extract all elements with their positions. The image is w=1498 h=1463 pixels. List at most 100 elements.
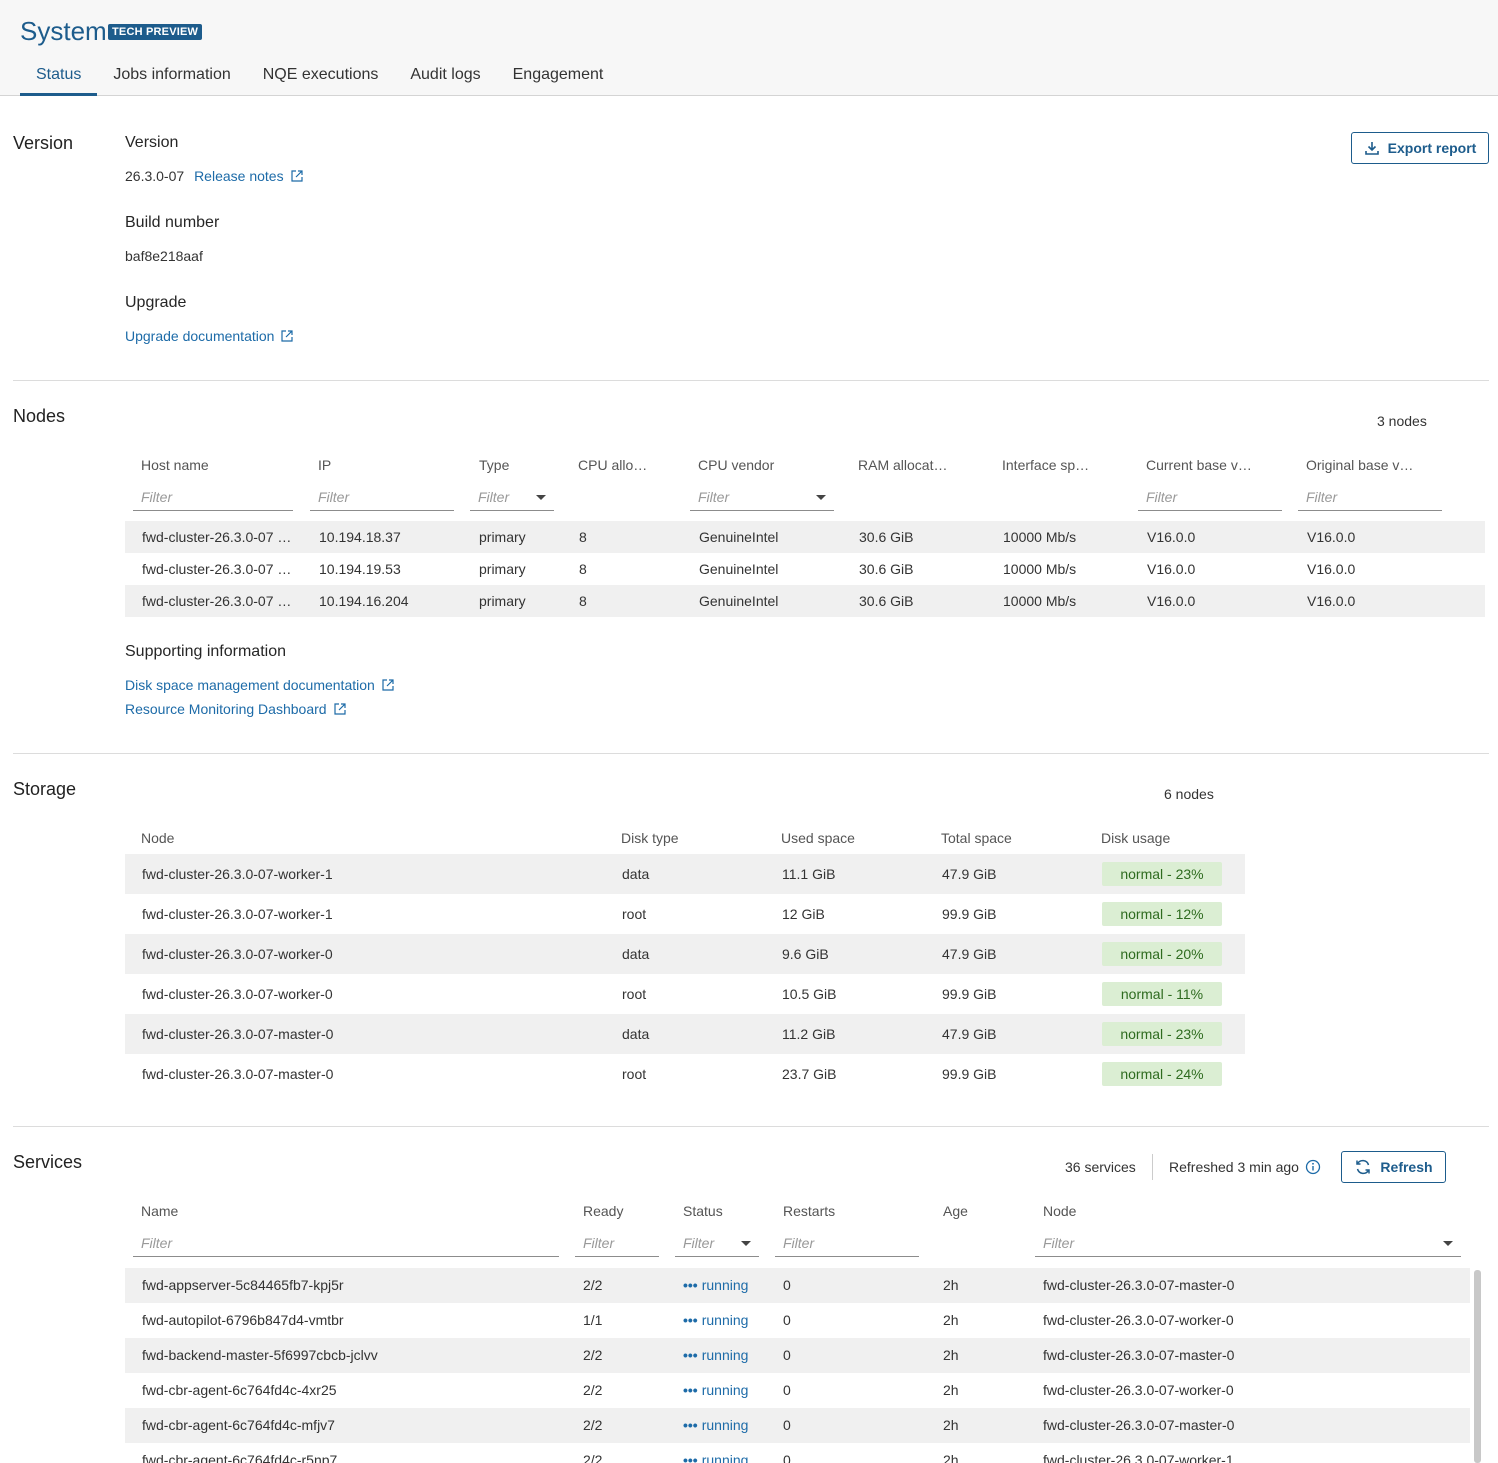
resource-monitoring-dashboard-link[interactable]: Resource Monitoring Dashboard bbox=[125, 701, 346, 717]
tab-engagement[interactable]: Engagement bbox=[512, 66, 604, 83]
status-text: running bbox=[701, 1347, 749, 1363]
cell-disk-type: data bbox=[622, 1026, 650, 1042]
release-notes-link[interactable]: Release notes bbox=[194, 168, 303, 184]
storage-section-title: Storage bbox=[13, 779, 77, 799]
disk-usage-badge: normal - 12% bbox=[1102, 902, 1222, 926]
type-filter-select[interactable]: Filter bbox=[470, 485, 554, 511]
table-row[interactable]: fwd-cluster-26.3.0-07 … 10.194.16.204 prim… bbox=[125, 585, 1485, 617]
version-value: 26.3.0-07 bbox=[125, 168, 185, 184]
tab-jobs-information[interactable]: Jobs information bbox=[113, 66, 231, 83]
column-header-original-base-version: Original base v… bbox=[1306, 457, 1414, 473]
cell-cpu-allocation: 8 bbox=[579, 593, 587, 609]
external-link-icon bbox=[382, 679, 394, 691]
running-dots-icon: ••• bbox=[683, 1312, 698, 1328]
table-row[interactable]: fwd-cluster-26.3.0-07-master-0 root 23.7 G… bbox=[125, 1054, 1245, 1094]
resource-monitoring-dashboard-label: Resource Monitoring Dashboard bbox=[125, 701, 327, 717]
export-report-button[interactable]: Export report bbox=[1351, 132, 1489, 164]
upgrade-documentation-link[interactable]: Upgrade documentation bbox=[125, 328, 294, 344]
table-row[interactable]: fwd-cluster-26.3.0-07 … 10.194.19.53 prima… bbox=[125, 553, 1485, 585]
cell-cpu-allocation: 8 bbox=[579, 561, 587, 577]
cell-used-space: 9.6 GiB bbox=[782, 946, 829, 962]
table-row[interactable]: fwd-cbr-agent-6c764fd4c-4xr25 2/2 ••• runni… bbox=[125, 1373, 1470, 1408]
table-row[interactable]: fwd-cluster-26.3.0-07-worker-0 data 9.6 Gi… bbox=[125, 934, 1245, 974]
build-number-label: Build number bbox=[125, 214, 220, 231]
table-row[interactable]: fwd-backend-master-5f6997cbcb-jclvv 2/2 ••… bbox=[125, 1338, 1470, 1373]
tech-preview-badge: TECH PREVIEW bbox=[108, 24, 203, 40]
services-scrollbar[interactable] bbox=[1474, 1270, 1481, 1463]
column-header-total-space: Total space bbox=[941, 830, 1012, 846]
toolbar-divider bbox=[1152, 1154, 1153, 1180]
tab-audit-logs[interactable]: Audit logs bbox=[410, 66, 481, 83]
cell-ip: 10.194.16.204 bbox=[319, 593, 409, 609]
ip-filter[interactable]: Filter bbox=[310, 485, 454, 511]
status-filter-select[interactable]: Filter bbox=[675, 1231, 759, 1257]
node-filter-select[interactable]: Filter bbox=[1035, 1231, 1461, 1257]
cpu-vendor-filter-placeholder: Filter bbox=[698, 489, 730, 505]
cell-disk-type: root bbox=[622, 1066, 647, 1082]
cell-interface-speed: 10000 Mb/s bbox=[1003, 593, 1077, 609]
running-dots-icon: ••• bbox=[683, 1277, 698, 1293]
cell-name: fwd-cbr-agent-6c764fd4c-4xr25 bbox=[142, 1382, 337, 1398]
info-icon[interactable] bbox=[1305, 1159, 1321, 1175]
cell-node: fwd-cluster-26.3.0-07-master-0 bbox=[1043, 1417, 1235, 1433]
section-divider bbox=[13, 753, 1489, 754]
external-link-icon bbox=[290, 170, 303, 182]
cell-node: fwd-cluster-26.3.0-07-master-0 bbox=[1043, 1347, 1235, 1363]
tab-status[interactable]: Status bbox=[20, 58, 98, 96]
monitor-link-line: Resource Monitoring Dashboard bbox=[125, 701, 346, 717]
cell-age: 2h bbox=[943, 1452, 959, 1463]
chevron-down-icon bbox=[741, 1241, 751, 1246]
page-header: System TECH PREVIEW Status Jobs informat… bbox=[0, 0, 1498, 96]
table-row[interactable]: fwd-cluster-26.3.0-07-master-0 data 11.2 G… bbox=[125, 1014, 1245, 1054]
column-header-ready: Ready bbox=[583, 1203, 624, 1219]
table-row[interactable]: fwd-appserver-5c84465fb7-kpj5r 2/2 ••• runn… bbox=[125, 1268, 1470, 1303]
cell-host-name: fwd-cluster-26.3.0-07 … bbox=[142, 593, 292, 609]
cell-node: fwd-cluster-26.3.0-07-master-0 bbox=[142, 1066, 334, 1082]
refresh-button[interactable]: Refresh bbox=[1341, 1151, 1446, 1183]
status-text: running bbox=[701, 1382, 749, 1398]
upgrade-documentation-label: Upgrade documentation bbox=[125, 328, 275, 344]
cell-total-space: 99.9 GiB bbox=[942, 986, 997, 1002]
table-row[interactable]: fwd-cluster-26.3.0-07 … 10.194.18.37 prima… bbox=[125, 521, 1485, 553]
column-header-cpu-vendor: CPU vendor bbox=[698, 457, 775, 473]
cell-node: fwd-cluster-26.3.0-07-worker-0 bbox=[1043, 1312, 1234, 1328]
cell-ram-allocation: 30.6 GiB bbox=[859, 561, 914, 577]
cell-cpu-allocation: 8 bbox=[579, 529, 587, 545]
external-link-icon bbox=[281, 330, 294, 342]
column-header-type: Type bbox=[479, 457, 510, 473]
disk-usage-badge: normal - 11% bbox=[1102, 982, 1222, 1006]
section-divider bbox=[13, 380, 1489, 381]
chevron-down-icon bbox=[816, 495, 826, 500]
cell-total-space: 47.9 GiB bbox=[942, 1026, 997, 1042]
restarts-filter[interactable]: Filter bbox=[775, 1231, 919, 1257]
cell-status: ••• running bbox=[683, 1312, 748, 1328]
name-filter[interactable]: Filter bbox=[133, 1231, 559, 1257]
table-row[interactable]: fwd-cbr-agent-6c764fd4c-mfjv7 2/2 ••• runni… bbox=[125, 1408, 1470, 1443]
cell-name: fwd-cbr-agent-6c764fd4c-r5np7 bbox=[142, 1452, 338, 1463]
cell-age: 2h bbox=[943, 1312, 959, 1328]
cell-ready: 2/2 bbox=[583, 1347, 603, 1363]
table-row[interactable]: fwd-cluster-26.3.0-07-worker-1 root 12 GiB… bbox=[125, 894, 1245, 934]
cell-node: fwd-cluster-26.3.0-07-master-0 bbox=[1043, 1277, 1235, 1293]
cpu-vendor-filter-select[interactable]: Filter bbox=[690, 485, 834, 511]
tab-nqe-executions[interactable]: NQE executions bbox=[262, 66, 379, 83]
table-row[interactable]: fwd-cbr-agent-6c764fd4c-r5np7 2/2 ••• runni… bbox=[125, 1443, 1470, 1463]
status-text: running bbox=[701, 1312, 749, 1328]
original-base-version-filter[interactable]: Filter bbox=[1298, 485, 1442, 511]
running-dots-icon: ••• bbox=[683, 1347, 698, 1363]
disk-space-documentation-link[interactable]: Disk space management documentation bbox=[125, 677, 394, 693]
table-row[interactable]: fwd-cluster-26.3.0-07-worker-0 root 10.5 G… bbox=[125, 974, 1245, 1014]
cell-ready: 2/2 bbox=[583, 1417, 603, 1433]
table-row[interactable]: fwd-autopilot-6796b847d4-vmtbr 1/1 ••• runn… bbox=[125, 1303, 1470, 1338]
upgrade-link-line: Upgrade documentation bbox=[125, 328, 294, 344]
nodes-section-title: Nodes bbox=[13, 406, 66, 426]
column-header-current-base-version: Current base v… bbox=[1146, 457, 1252, 473]
host-name-filter[interactable]: Filter bbox=[133, 485, 293, 511]
ready-filter[interactable]: Filter bbox=[575, 1231, 659, 1257]
cell-ram-allocation: 30.6 GiB bbox=[859, 529, 914, 545]
cell-status: ••• running bbox=[683, 1452, 748, 1463]
table-row[interactable]: fwd-cluster-26.3.0-07-worker-1 data 11.1 G… bbox=[125, 854, 1245, 894]
storage-count: 6 nodes bbox=[1164, 786, 1214, 802]
current-base-version-filter[interactable]: Filter bbox=[1138, 485, 1282, 511]
cell-used-space: 11.1 GiB bbox=[782, 866, 836, 882]
